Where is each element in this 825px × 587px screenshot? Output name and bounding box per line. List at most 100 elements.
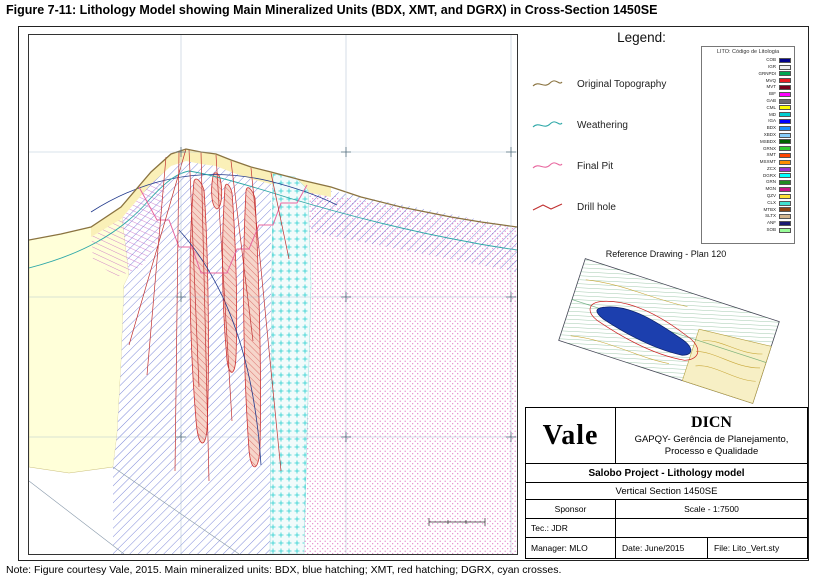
lito-code: IGR	[767, 63, 776, 69]
department-cell: DICN GAPQY- Gerência de Planejamento, Pr…	[616, 408, 807, 464]
legend-item-original-topography: Original Topography	[531, 77, 721, 91]
lito-code: SOB	[766, 227, 776, 233]
lito-entry: CML	[705, 105, 791, 112]
lito-swatch	[779, 227, 791, 233]
lito-code: GRNX	[762, 145, 776, 151]
lito-entry: ANF	[705, 220, 791, 227]
figure-title: Figure 7-11: Lithology Model showing Mai…	[6, 3, 658, 17]
lito-swatch	[779, 64, 791, 70]
lito-entry: XBDX	[705, 132, 791, 139]
lito-code: DGRX	[762, 172, 776, 178]
lito-entry: COB	[705, 57, 791, 64]
lito-code: MSXMT	[759, 159, 776, 165]
lito-swatch	[779, 180, 791, 186]
lito-swatch	[779, 193, 791, 199]
lito-entry: MVT	[705, 84, 791, 91]
lito-code: GRN	[766, 179, 776, 185]
technician-cell: Tec.: JDR	[526, 519, 616, 538]
lito-code: MSBDX	[759, 138, 776, 144]
lito-legend: LITO: Código de Litologia COB IGR GRNPDI MV…	[701, 46, 795, 244]
final-pit-line	[138, 184, 308, 274]
lito-swatch	[779, 173, 791, 179]
lito-swatch	[779, 146, 791, 152]
lito-legend-title: LITO: Código de Litologia	[716, 49, 780, 55]
department-name: DICN	[691, 413, 732, 431]
title-block: Vale DICN GAPQY- Gerência de Planejament…	[525, 407, 808, 559]
legend-heading: Legend:	[617, 30, 666, 45]
lito-entry: ZCX	[705, 166, 791, 173]
lito-code: CML	[766, 104, 776, 110]
lito-code: BIF	[768, 91, 776, 97]
lito-entry: IGR	[705, 64, 791, 71]
weathering-line-sample	[532, 121, 563, 128]
lito-code: ANF	[767, 220, 776, 226]
lito-entry: BDX	[705, 125, 791, 132]
lito-code: MVQ	[765, 77, 776, 83]
lito-entry: QZV	[705, 193, 791, 200]
scale-bar	[428, 518, 486, 526]
scale-cell: Scale - 1:7500	[616, 500, 807, 519]
lito-entry: MSXMT	[705, 159, 791, 166]
legend-item-final-pit: Final Pit	[531, 159, 721, 173]
lito-swatch	[779, 78, 791, 84]
weathering-line	[29, 170, 517, 269]
lito-code: CLX	[767, 199, 776, 205]
lito-code: MGN	[765, 186, 777, 192]
topography-line-sample	[532, 80, 563, 87]
company-logo: Vale	[526, 408, 616, 464]
lito-code: ZCX	[767, 165, 776, 171]
sponsor-cell: Sponsor	[526, 500, 616, 519]
lito-swatch	[779, 214, 791, 220]
department-subtitle: GAPQY- Gerência de Planejamento, Process…	[634, 433, 789, 457]
lito-entry: GRN	[705, 179, 791, 186]
lito-code: COB	[766, 57, 776, 63]
lito-swatch	[779, 57, 791, 63]
lito-code: GRNPDI	[758, 70, 776, 76]
drill-holes	[128, 148, 290, 482]
lito-swatch	[779, 200, 791, 206]
legend-item-weathering: Weathering	[531, 118, 721, 132]
lito-entry: MGN	[705, 186, 791, 193]
lito-entry: MD	[705, 111, 791, 118]
lito-code: MTBX	[763, 206, 776, 212]
lito-swatch	[779, 187, 791, 193]
manager-cell: Manager: MLO	[526, 538, 616, 558]
lito-code: SLTX	[765, 213, 776, 219]
lito-swatch	[779, 98, 791, 104]
grid-lines	[29, 35, 517, 554]
lito-code: IGA	[768, 118, 776, 124]
drawing-frame: Legend: Original Topography Weathering F…	[18, 26, 809, 561]
lito-legend-rows: COB IGR GRNPDI MVQ MVT BIF GAB CML MD IGA BDX XBDX M…	[705, 57, 791, 234]
lito-entry: CLX	[705, 200, 791, 207]
lito-code: BDX	[766, 125, 776, 131]
lito-code: QZV	[766, 193, 776, 199]
legend-item-drill-hole: Drill hole	[531, 200, 721, 214]
lito-entry: XMT	[705, 152, 791, 159]
legend-item-label: Weathering	[577, 119, 628, 131]
cross-section-plot	[28, 34, 518, 555]
lito-swatch	[779, 112, 791, 118]
structure-lines	[29, 174, 338, 554]
legend-item-label: Original Topography	[577, 78, 667, 90]
lito-swatch	[779, 166, 791, 172]
lito-code: GAB	[766, 97, 776, 103]
legend-item-label: Final Pit	[577, 160, 614, 172]
plan-map-group	[558, 258, 780, 404]
lito-swatch	[779, 119, 791, 125]
lito-code: MD	[769, 111, 776, 117]
final-pit-line-sample	[532, 162, 563, 169]
cross-section-svg	[29, 35, 517, 554]
lito-entry: SLTX	[705, 213, 791, 220]
lito-swatch	[779, 91, 791, 97]
lito-swatch	[779, 132, 791, 138]
lito-swatch	[779, 153, 791, 159]
topography-line	[29, 148, 517, 241]
lito-swatch	[779, 221, 791, 227]
figure-note: Note: Figure courtesy Vale, 2015. Main m…	[6, 564, 562, 576]
lito-entry: GAB	[705, 98, 791, 105]
lito-entry: IGA	[705, 118, 791, 125]
lito-entry: MSBDX	[705, 139, 791, 146]
lito-entry: BIF	[705, 91, 791, 98]
lithology-regions	[29, 149, 517, 554]
